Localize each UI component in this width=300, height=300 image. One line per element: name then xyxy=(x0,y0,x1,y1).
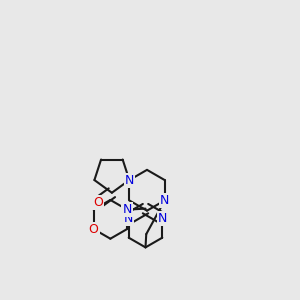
Text: N: N xyxy=(160,194,169,207)
Text: O: O xyxy=(88,223,98,236)
Text: N: N xyxy=(124,174,134,187)
Text: N: N xyxy=(122,203,132,216)
Text: N: N xyxy=(124,212,134,225)
Text: O: O xyxy=(93,196,103,209)
Text: N: N xyxy=(158,212,167,225)
